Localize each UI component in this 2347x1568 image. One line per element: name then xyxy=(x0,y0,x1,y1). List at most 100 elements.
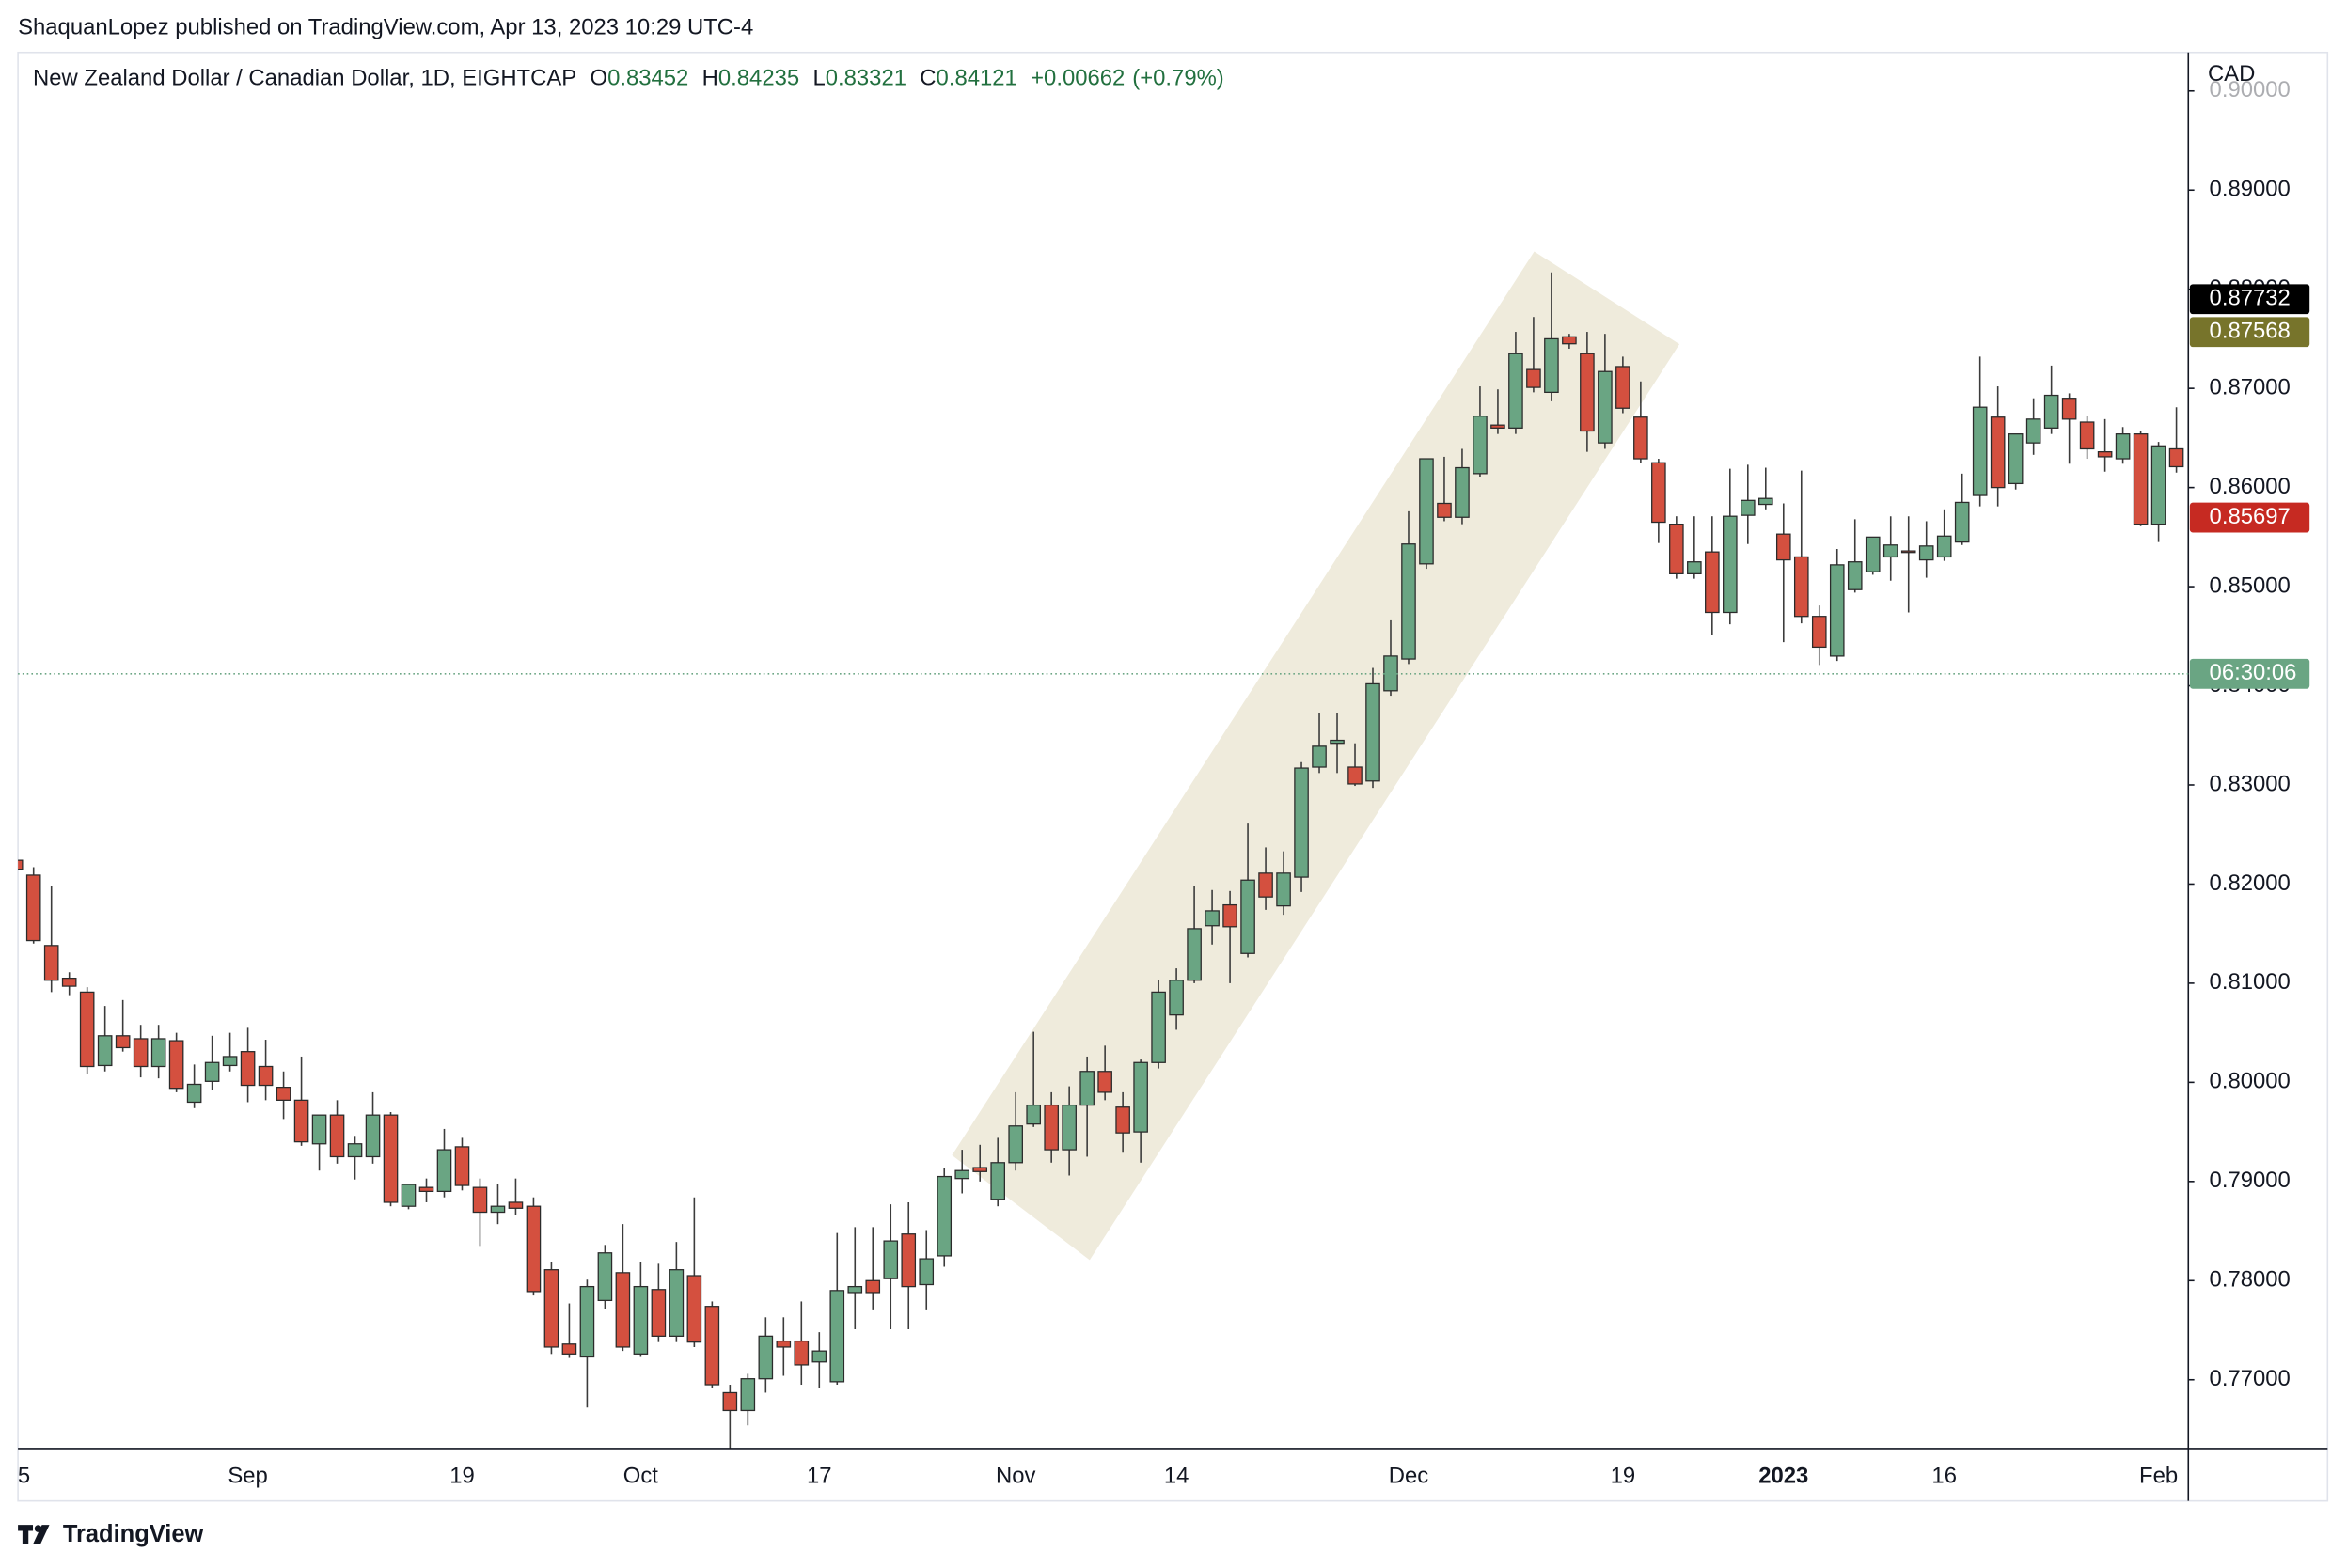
candle-body xyxy=(401,1184,417,1207)
candle-body xyxy=(1990,416,2006,489)
close-prefix: C xyxy=(920,66,936,91)
candle-body xyxy=(1972,406,1988,496)
candle-body xyxy=(293,1099,309,1143)
candle-body xyxy=(1383,655,1398,692)
candle-body xyxy=(1633,416,1648,460)
candle-body xyxy=(829,1290,845,1383)
candle-body xyxy=(990,1162,1005,1200)
change-percent: (+0.79%) xyxy=(1132,66,1223,91)
y-tick-label: 0.87000 xyxy=(2210,374,2291,400)
candle-body xyxy=(776,1340,792,1348)
candle-body xyxy=(1365,682,1380,782)
candle-body xyxy=(383,1114,399,1203)
close-value: 0.84121 xyxy=(937,66,1017,91)
candle-body xyxy=(204,1061,220,1082)
candle-body xyxy=(1473,416,1488,475)
candle-body xyxy=(1918,545,1934,561)
candle-body xyxy=(901,1233,917,1288)
candle-body xyxy=(365,1114,381,1158)
candle-body xyxy=(1008,1125,1023,1164)
candle-body xyxy=(1294,767,1309,878)
y-tick-label: 0.77000 xyxy=(2210,1366,2291,1391)
candle-body xyxy=(115,1035,131,1049)
candle-body xyxy=(794,1340,810,1366)
candle-body xyxy=(1187,928,1202,981)
candle-body xyxy=(1062,1104,1077,1151)
candle-body xyxy=(1419,458,1434,565)
x-tick-label: Dec xyxy=(1389,1463,1429,1488)
candle-body xyxy=(1222,903,1237,928)
candle-body xyxy=(1847,561,1863,590)
x-tick-label: 19 xyxy=(1611,1463,1636,1488)
candle-body xyxy=(222,1056,238,1067)
price-badge-label: 0.87732 xyxy=(2210,286,2291,311)
candle-body xyxy=(561,1343,577,1355)
candle-body xyxy=(2150,445,2166,525)
y-tick-label: 0.83000 xyxy=(2210,771,2291,796)
candle-body xyxy=(329,1114,345,1158)
candle-body xyxy=(883,1240,899,1279)
candle-body xyxy=(2025,418,2041,444)
candle-body xyxy=(97,1035,113,1067)
candle-body xyxy=(954,1169,970,1180)
candle-body xyxy=(1330,739,1345,745)
x-tick-label: 14 xyxy=(1164,1463,1189,1488)
candle-body xyxy=(1562,336,1577,345)
y-tick-label: 0.82000 xyxy=(2210,870,2291,896)
candle-body xyxy=(418,1186,434,1193)
x-tick-label: Oct xyxy=(623,1463,658,1488)
y-tick-label: 0.78000 xyxy=(2210,1267,2291,1293)
x-tick-label: 17 xyxy=(807,1463,832,1488)
high-value: 0.84235 xyxy=(718,66,799,91)
candle-body xyxy=(972,1167,988,1172)
candle-body xyxy=(472,1186,488,1214)
candle-body xyxy=(669,1269,685,1337)
candle-body xyxy=(704,1306,720,1386)
y-tick-label: 0.86000 xyxy=(2210,474,2291,499)
candle-body xyxy=(758,1335,774,1380)
x-tick-label: 16 xyxy=(1931,1463,1957,1488)
candle-body xyxy=(597,1252,613,1302)
candle-body xyxy=(1882,544,1898,558)
candle-body xyxy=(811,1350,827,1363)
frame xyxy=(17,51,2329,1502)
candle-body xyxy=(79,991,95,1068)
candle-body xyxy=(1936,535,1952,558)
candle-body xyxy=(1705,551,1720,614)
candle-body xyxy=(258,1065,274,1087)
candle-body xyxy=(1757,497,1773,506)
brand: TradingView xyxy=(63,1521,204,1547)
candle-body xyxy=(937,1175,953,1257)
candle-body xyxy=(1615,366,1630,409)
open-value: 0.83452 xyxy=(607,66,688,91)
candle-body xyxy=(1240,879,1255,954)
candle-body xyxy=(1723,515,1738,614)
candle-body xyxy=(633,1285,649,1355)
candle-body xyxy=(1687,561,1702,574)
candle-body xyxy=(1079,1071,1095,1106)
candle-body xyxy=(1097,1071,1112,1093)
candle-body xyxy=(1026,1104,1041,1125)
candle-body xyxy=(311,1114,327,1145)
candle-body xyxy=(186,1083,202,1104)
candle-body xyxy=(526,1205,542,1293)
countdown-label: 06:30:06 xyxy=(2210,660,2297,685)
price-badge xyxy=(2189,317,2310,348)
candle-body xyxy=(686,1275,702,1343)
candle-body xyxy=(1258,872,1273,898)
currency: CAD xyxy=(2208,61,2255,86)
countdown-badge xyxy=(2189,658,2310,689)
candle-body xyxy=(1811,616,1827,649)
candle-body xyxy=(2079,421,2095,450)
candle-body xyxy=(1741,499,1756,516)
candle-body xyxy=(1900,550,1916,554)
candle-body xyxy=(1526,368,1541,388)
candle-body xyxy=(1151,991,1166,1063)
candle-body xyxy=(1544,337,1559,394)
candle-body xyxy=(25,874,41,942)
candle-body xyxy=(1775,533,1791,561)
y-tick-label: 0.85000 xyxy=(2210,572,2291,598)
y-tick-label: 0.89000 xyxy=(2210,177,2291,202)
